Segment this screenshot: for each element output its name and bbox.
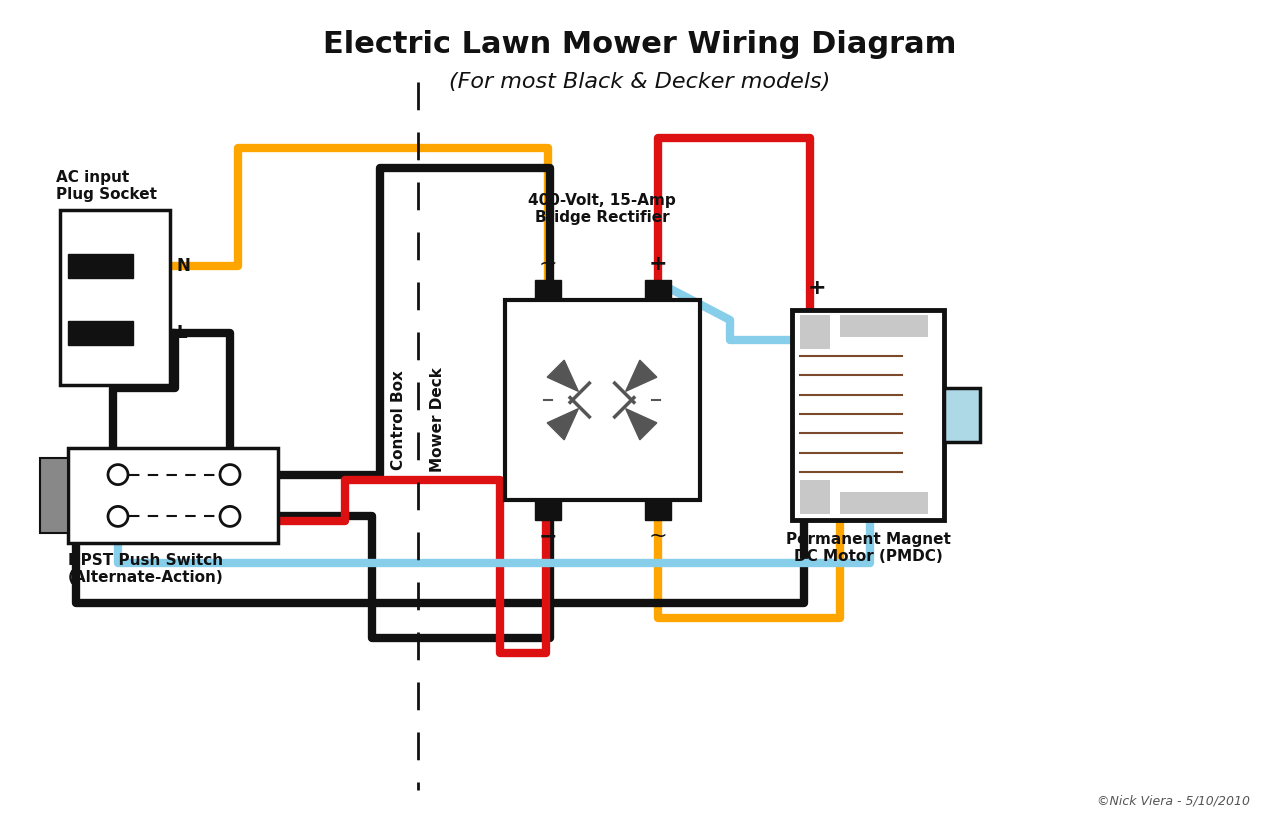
Text: Permanent Magnet
DC Motor (PMDC): Permanent Magnet DC Motor (PMDC) — [786, 532, 951, 564]
Bar — [800, 315, 829, 349]
Bar — [792, 310, 945, 520]
Polygon shape — [626, 360, 657, 391]
Text: Electric Lawn Mower Wiring Diagram: Electric Lawn Mower Wiring Diagram — [324, 30, 956, 59]
Bar — [945, 388, 980, 442]
Text: AC input
Plug Socket: AC input Plug Socket — [56, 170, 157, 202]
Bar — [506, 300, 700, 500]
Text: +: + — [808, 278, 827, 298]
Text: Control Box: Control Box — [390, 370, 406, 470]
Bar — [840, 315, 928, 337]
Bar — [800, 480, 829, 514]
Bar — [68, 448, 278, 543]
Text: −: − — [539, 526, 557, 546]
Text: N: N — [177, 257, 189, 275]
Bar — [645, 280, 671, 300]
Text: ~: ~ — [539, 254, 557, 274]
Bar — [535, 500, 561, 520]
Circle shape — [108, 465, 128, 485]
Text: ~: ~ — [649, 526, 667, 546]
Polygon shape — [626, 409, 657, 440]
Polygon shape — [548, 360, 579, 391]
Text: 400-Volt, 15-Amp
Bridge Rectifier: 400-Volt, 15-Amp Bridge Rectifier — [529, 192, 676, 225]
Text: L: L — [177, 324, 187, 341]
Text: Mower Deck: Mower Deck — [430, 368, 445, 472]
Bar — [40, 458, 68, 533]
Bar — [645, 500, 671, 520]
Circle shape — [220, 507, 241, 527]
Text: ©Nick Viera - 5/10/2010: ©Nick Viera - 5/10/2010 — [1097, 795, 1251, 808]
Bar — [60, 210, 170, 385]
Bar — [840, 492, 928, 514]
Text: (For most Black & Decker models): (For most Black & Decker models) — [449, 72, 831, 92]
Circle shape — [108, 507, 128, 527]
Text: +: + — [649, 254, 667, 274]
Bar — [68, 254, 133, 278]
Bar — [68, 320, 133, 344]
Circle shape — [220, 465, 241, 485]
Polygon shape — [548, 409, 579, 440]
Text: DPST Push Switch
(Alternate-Action): DPST Push Switch (Alternate-Action) — [68, 553, 224, 585]
Bar — [535, 280, 561, 300]
